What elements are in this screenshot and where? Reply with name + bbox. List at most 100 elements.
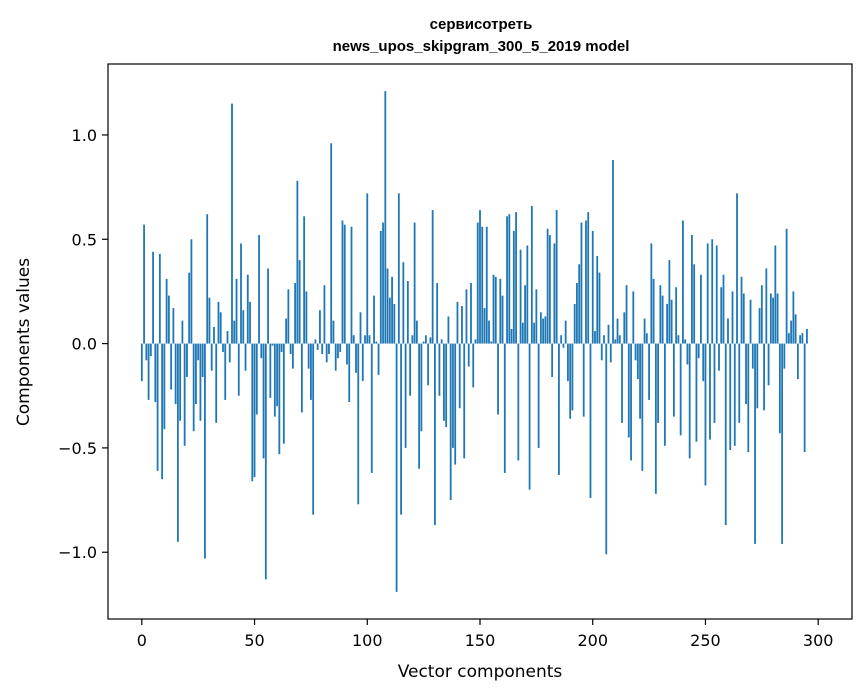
bar-240 <box>682 220 684 344</box>
bar-127 <box>427 343 430 386</box>
bar-200 <box>591 230 594 344</box>
x-axis: 0 50 100 150 200 250 300 <box>137 619 833 650</box>
bar-221 <box>639 343 641 419</box>
bar-8 <box>158 253 161 344</box>
bar-209 <box>612 159 614 344</box>
bar-28 <box>204 343 206 559</box>
bar-29 <box>206 214 209 344</box>
bar-273 <box>756 343 759 409</box>
bar-60 <box>276 343 278 407</box>
bar-239 <box>679 343 682 436</box>
bar-67 <box>291 343 294 369</box>
bar-269 <box>747 343 750 453</box>
bar-191 <box>571 343 574 411</box>
bar-255 <box>715 245 718 344</box>
bar-33 <box>215 343 218 423</box>
bar-43 <box>237 343 240 396</box>
bar-128 <box>429 337 432 344</box>
bar-274 <box>758 308 761 344</box>
bar-263 <box>733 343 736 446</box>
bar-235 <box>670 299 673 344</box>
bar-179 <box>544 316 547 344</box>
y-tick-label: 0.0 <box>72 335 97 354</box>
bar-14 <box>172 308 175 344</box>
bar-50 <box>253 343 256 478</box>
bar-201 <box>594 331 596 344</box>
bar-51 <box>255 343 258 415</box>
bar-271 <box>751 343 754 369</box>
bar-293 <box>801 333 804 344</box>
bar-186 <box>560 335 563 344</box>
bar-65 <box>287 289 290 344</box>
bar-256 <box>718 343 720 371</box>
bar-252 <box>709 343 711 440</box>
bar-242 <box>686 343 689 365</box>
bar-217 <box>630 343 632 461</box>
bar-129 <box>431 210 434 344</box>
bar-27 <box>201 343 204 377</box>
bar-69 <box>296 180 299 344</box>
bar-55 <box>264 343 267 580</box>
x-tick-label: 200 <box>577 631 608 650</box>
bar-268 <box>745 343 747 405</box>
bar-225 <box>648 343 650 400</box>
bar-78 <box>316 343 319 350</box>
bar-226 <box>650 243 653 344</box>
bar-212 <box>618 335 621 344</box>
bar-117 <box>404 343 407 448</box>
bar-115 <box>400 343 402 515</box>
bar-135 <box>445 343 448 428</box>
bar-30 <box>208 297 211 344</box>
bar-196 <box>582 343 585 417</box>
bar-76 <box>312 343 315 515</box>
bar-272 <box>754 343 756 544</box>
bar-174 <box>533 322 536 344</box>
bar-177 <box>539 312 542 344</box>
bar-116 <box>402 262 405 344</box>
bar-286 <box>785 228 788 344</box>
bar-244 <box>691 235 693 344</box>
bar-278 <box>767 343 770 386</box>
bar-68 <box>294 283 297 344</box>
bar-103 <box>373 295 375 344</box>
bar-249 <box>702 343 705 382</box>
bar-93 <box>350 226 353 344</box>
bar-254 <box>713 343 716 423</box>
bar-46 <box>244 343 247 371</box>
bar-89 <box>341 220 344 344</box>
y-axis: −1.0 −0.5 0.0 0.5 1.0 <box>58 126 108 562</box>
bar-280 <box>772 297 774 344</box>
bar-6 <box>154 343 157 403</box>
bar-12 <box>167 295 170 344</box>
bar-141 <box>458 343 461 409</box>
bar-270 <box>749 299 752 344</box>
bar-124 <box>420 343 423 432</box>
bar-253 <box>711 239 714 344</box>
bar-3 <box>147 343 150 400</box>
bar-36 <box>222 343 224 352</box>
bar-96 <box>357 343 360 505</box>
bar-58 <box>271 343 274 346</box>
bar-144 <box>465 289 468 344</box>
bars-group <box>140 91 808 592</box>
bar-250 <box>704 343 707 486</box>
bar-178 <box>542 318 545 344</box>
bar-147 <box>472 343 475 388</box>
bar-92 <box>348 343 351 403</box>
bar-47 <box>246 274 249 344</box>
bar-5 <box>152 251 154 344</box>
bar-202 <box>596 255 599 344</box>
bar-162 <box>506 216 508 344</box>
chart-title-line-2: news_upos_skipgram_300_5_2019 model <box>333 38 630 55</box>
bar-195 <box>580 222 583 344</box>
bar-15 <box>174 343 177 405</box>
bar-222 <box>641 343 644 471</box>
bar-260 <box>727 318 729 344</box>
bar-132 <box>438 343 441 396</box>
bar-203 <box>598 272 601 344</box>
bar-290 <box>794 314 797 344</box>
bar-277 <box>765 268 768 344</box>
bar-289 <box>792 291 795 344</box>
bar-190 <box>569 343 572 419</box>
bar-241 <box>684 339 687 344</box>
